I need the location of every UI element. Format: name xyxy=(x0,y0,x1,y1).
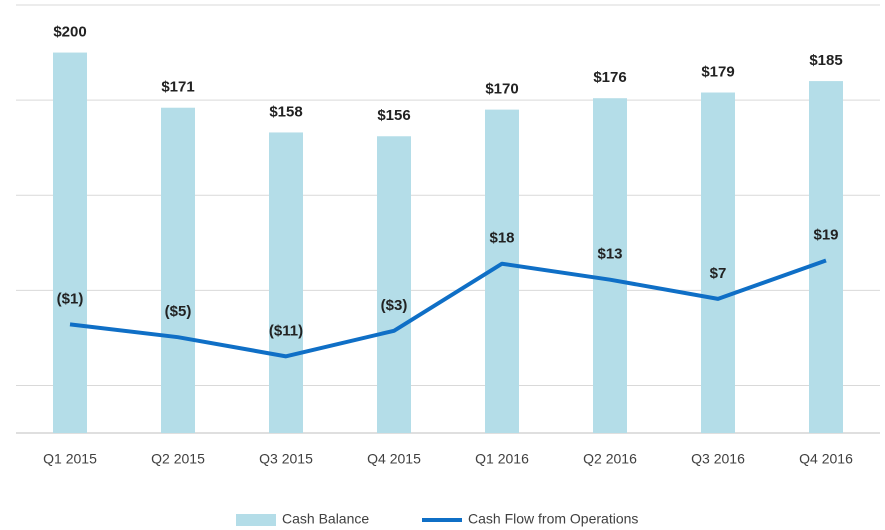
legend-swatch xyxy=(236,514,276,526)
data-label: $156 xyxy=(377,107,410,124)
data-label: $179 xyxy=(701,63,734,80)
bar xyxy=(809,81,843,433)
x-tick-label: Q3 2016 xyxy=(691,451,745,467)
data-label: ($11) xyxy=(269,322,303,339)
x-tick-label: Q2 2015 xyxy=(151,451,205,467)
x-tick-label: Q4 2016 xyxy=(799,451,853,467)
x-tick-label: Q1 2016 xyxy=(475,451,529,467)
bar xyxy=(377,136,411,433)
data-label: ($1) xyxy=(57,290,84,307)
data-label: $19 xyxy=(813,226,838,243)
bar xyxy=(53,52,87,434)
x-tick-label: Q2 2016 xyxy=(583,451,637,467)
data-label: ($5) xyxy=(165,303,192,320)
x-tick-label: Q4 2015 xyxy=(367,451,421,467)
data-label: $200 xyxy=(53,24,86,41)
bar xyxy=(593,98,627,433)
bar xyxy=(269,132,303,433)
data-label: $170 xyxy=(485,81,518,98)
x-tick-label: Q3 2015 xyxy=(259,451,313,467)
data-label: $176 xyxy=(593,69,626,86)
data-label: $158 xyxy=(269,103,302,120)
line xyxy=(69,258,827,359)
legend-label: Cash Balance xyxy=(282,511,369,527)
data-label: $185 xyxy=(809,52,842,69)
legend-label: Cash Flow from Operations xyxy=(468,511,638,527)
data-label: $13 xyxy=(597,246,622,263)
data-label: $7 xyxy=(710,265,727,282)
bar xyxy=(701,92,735,433)
x-tick-label: Q1 2015 xyxy=(43,451,97,467)
bar xyxy=(161,107,195,433)
data-label: $18 xyxy=(489,230,514,247)
data-label: $171 xyxy=(161,79,194,96)
data-label: ($3) xyxy=(381,297,408,314)
